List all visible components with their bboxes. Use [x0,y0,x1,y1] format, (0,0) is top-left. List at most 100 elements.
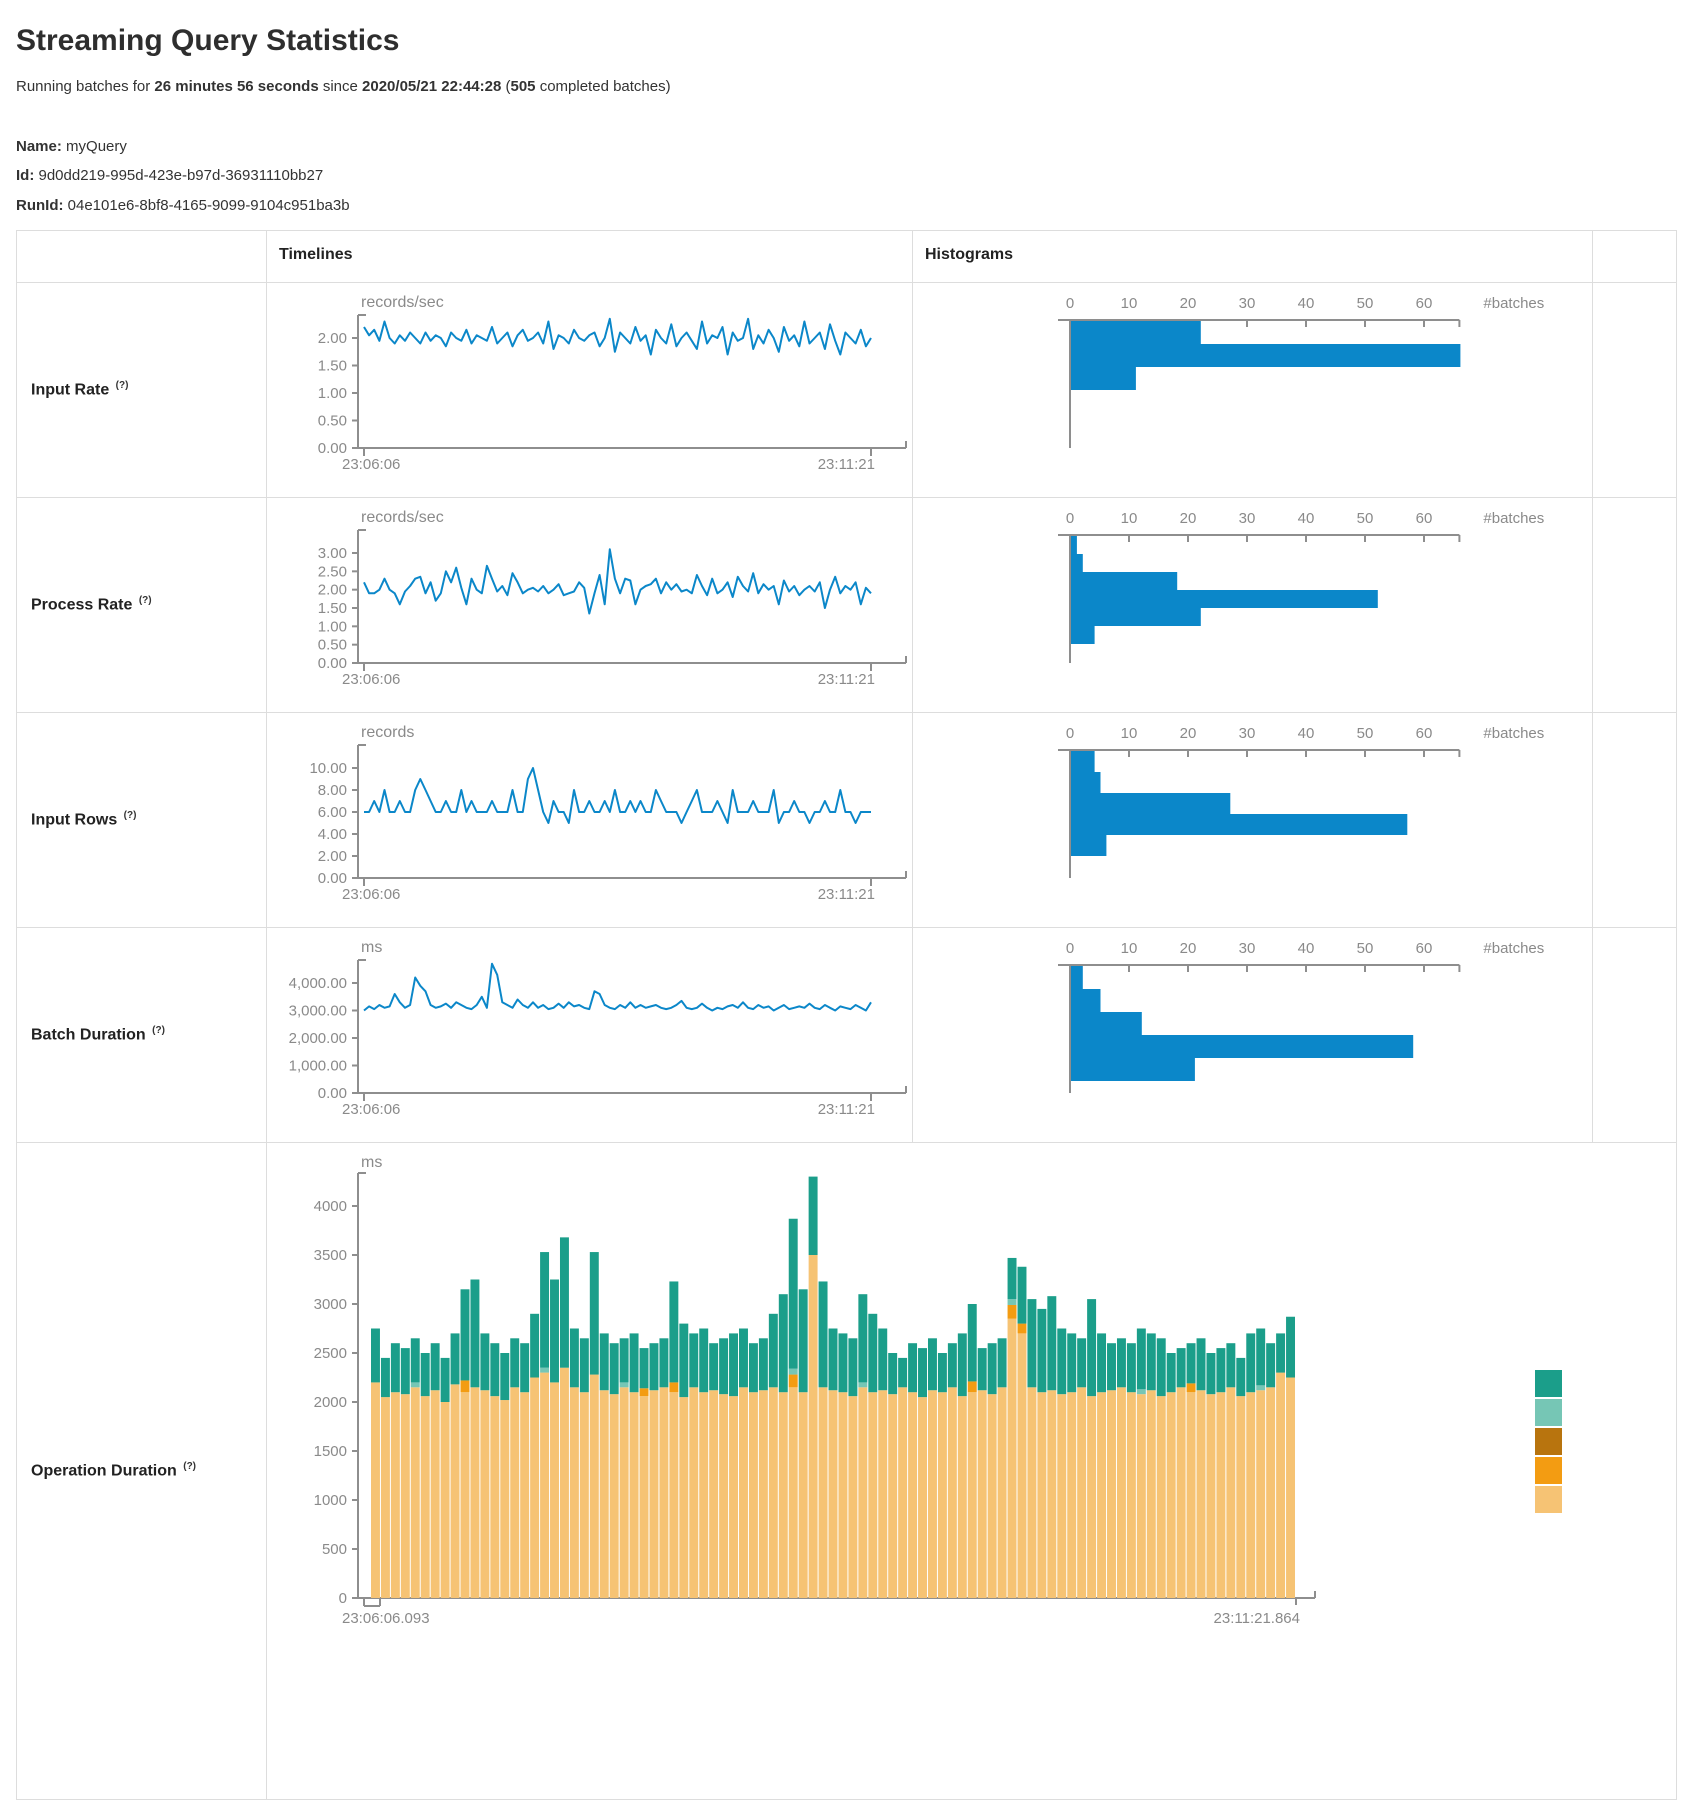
svg-text:2500: 2500 [314,1345,347,1362]
row-label-text: Batch Duration [31,1026,146,1044]
table-row: Batch Duration (?) ms 4,000.00 3,000.00 2,00… [16,926,1677,1143]
svg-text:23:11:21: 23:11:21 [818,671,875,688]
header-empty-cell [16,229,267,283]
svg-text:0: 0 [1066,295,1074,312]
legend-swatch-3 [1535,1456,1562,1484]
header-spacer-cell [1592,229,1677,283]
svg-text:0.00: 0.00 [318,1085,347,1102]
svg-text:23:11:21: 23:11:21 [818,886,875,903]
svg-text:60: 60 [1416,510,1433,527]
svg-text:0: 0 [1066,510,1074,527]
svg-text:50: 50 [1357,295,1374,312]
page-title: Streaming Query Statistics [16,24,400,57]
svg-text:0: 0 [1066,940,1074,957]
svg-text:0: 0 [1066,725,1074,742]
query-runid-label: RunId: [16,196,64,214]
legend-swatch-1 [1535,1398,1562,1426]
svg-text:23:11:21: 23:11:21 [818,1101,875,1118]
svg-text:#batches: #batches [1483,510,1544,527]
histogram-cell: 0 10 20 30 40 50 60 #batches [912,496,1593,713]
help-icon[interactable]: (?) [138,595,152,607]
col-header-timelines: Timelines [266,229,913,283]
svg-text:60: 60 [1416,940,1433,957]
svg-text:40: 40 [1298,295,1315,312]
spacer-cell [1592,926,1677,1143]
help-icon[interactable]: (?) [123,810,137,822]
histogram-cell: 0 10 20 30 40 50 60 #batches [912,281,1593,498]
help-icon[interactable]: (?) [115,380,129,392]
help-icon[interactable]: (?) [183,1461,197,1473]
summary-completed-batches: 505 [510,78,536,95]
query-id-value: 9d0dd219-995d-423e-b97d-36931110bb27 [38,167,324,185]
help-icon[interactable]: (?) [152,1025,165,1037]
query-runid-line: RunId: 04e101e6-8bf8-4165-9099-9104c951b… [16,196,1677,216]
svg-text:2.00: 2.00 [318,581,347,598]
svg-text:4,000.00: 4,000.00 [289,975,347,992]
timeline-cell: ms 4,000.00 3,000.00 2,000.00 1,000.00 0.00 23… [266,926,913,1143]
svg-text:2000: 2000 [314,1394,347,1411]
svg-text:50: 50 [1357,940,1374,957]
svg-text:23:11:21: 23:11:21 [818,456,875,473]
svg-text:1000: 1000 [314,1492,347,1509]
svg-text:2.50: 2.50 [318,563,347,580]
svg-text:4000: 4000 [314,1198,347,1215]
svg-text:3,000.00: 3,000.00 [289,1002,347,1019]
svg-text:1.50: 1.50 [318,357,347,374]
query-name-line: Name: myQuery [16,137,1677,157]
spacer-cell [1592,281,1677,498]
summary-since: since [318,78,363,95]
input-rows-histogram-chart: 0 10 20 30 40 50 60 #batches [1058,725,1544,878]
svg-text:1.00: 1.00 [318,618,347,635]
query-runid-value: 04e101e6-8bf8-4165-9099-9104c951ba3b [67,196,350,214]
spacer-cell [1592,496,1677,713]
svg-text:40: 40 [1298,510,1315,527]
statistics-table: Timelines Histograms Input Rate (?) recor… [16,229,1677,1800]
running-summary: Running batches for 26 minutes 56 second… [16,78,1677,95]
spacer-cell [1592,711,1677,928]
input-rows-timeline-chart: records 10.00 8.00 6.00 4.00 2.00 0.0023:06:06… [309,724,907,903]
svg-text:10: 10 [1121,940,1138,957]
svg-text:ms: ms [361,1154,382,1171]
svg-text:10.00: 10.00 [309,760,347,777]
svg-text:23:06:06.093: 23:06:06.093 [342,1610,430,1627]
table-row: Operation Duration (?) ms 4000 3500 3000 2500… [16,1141,1677,1800]
histogram-cell: 0 10 20 30 40 50 60 #batches [912,711,1593,928]
svg-text:20: 20 [1180,510,1197,527]
operation-duration-stacked-chart: ms 4000 3500 3000 2500 2000 1500 1000 500 0 23:06:… [314,1154,1562,1627]
svg-text:10: 10 [1121,295,1138,312]
svg-text:2.00: 2.00 [318,330,347,347]
svg-text:0.50: 0.50 [318,412,347,429]
svg-text:records/sec: records/sec [361,509,444,526]
query-id-label: Id: [16,167,35,185]
svg-text:30: 30 [1239,725,1256,742]
page: Streaming Query Statistics Running batch… [16,24,1677,1800]
svg-text:0.00: 0.00 [318,440,347,457]
svg-text:1500: 1500 [314,1443,347,1460]
input-rate-histogram-chart: 0 10 20 30 40 50 60 #batches [1058,295,1544,448]
svg-text:23:06:06: 23:06:06 [342,1101,400,1118]
query-name-value: myQuery [66,138,127,155]
summary-paren: ( [501,78,511,95]
svg-text:1,000.00: 1,000.00 [289,1057,347,1074]
svg-text:#batches: #batches [1483,295,1544,312]
legend-swatch-4 [1535,1485,1562,1513]
svg-text:3.00: 3.00 [318,545,347,562]
row-label-input-rate: Input Rate (?) [16,281,267,498]
table-header-row: Timelines Histograms [16,229,1677,283]
svg-text:ms: ms [361,939,382,956]
svg-text:6.00: 6.00 [318,804,347,821]
timeline-cell: records 10.00 8.00 6.00 4.00 2.00 0.00 23:06:06… [266,711,913,928]
row-label-text: Input Rate [31,381,110,399]
svg-text:1.50: 1.50 [318,600,347,617]
summary-start-time: 2020/05/21 22:44:28 [362,78,502,95]
svg-text:records/sec: records/sec [361,294,444,311]
row-label-batch-duration: Batch Duration (?) [16,926,267,1143]
svg-text:30: 30 [1239,940,1256,957]
svg-text:2.00: 2.00 [318,848,347,865]
row-label-text: Input Rows [31,811,118,829]
query-id-line: Id: 9d0dd219-995d-423e-b97d-36931110bb27 [16,166,1677,186]
svg-text:50: 50 [1357,510,1374,527]
row-label-text: Process Rate [31,596,133,614]
batch-duration-histogram-chart: 0 10 20 30 40 50 60 #batches [1058,940,1544,1093]
